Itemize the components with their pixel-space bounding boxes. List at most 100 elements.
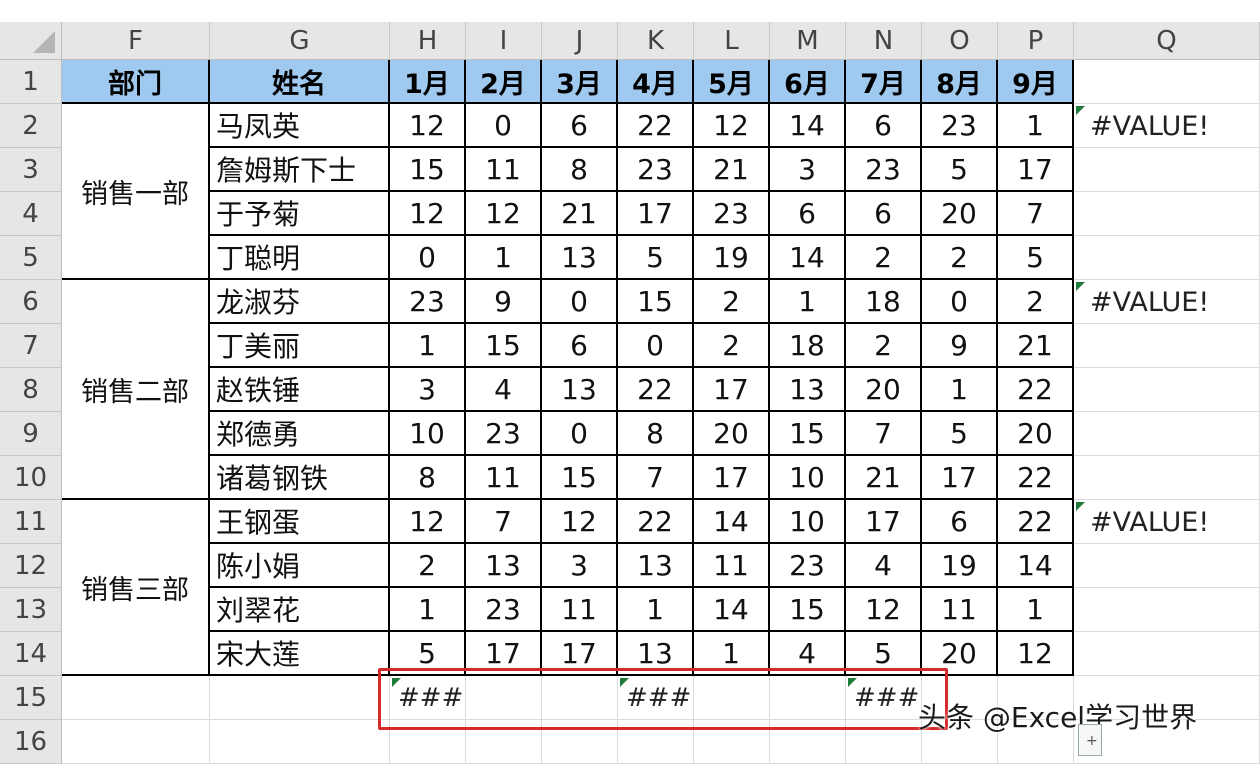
column-header-M[interactable]: M [770,22,846,60]
month-value-cell[interactable]: 14 [770,236,846,280]
row-header-5[interactable]: 5 [0,236,62,280]
row-header-3[interactable]: 3 [0,148,62,192]
error-value-cell[interactable]: #VALUE! [1090,110,1210,142]
month-value-cell[interactable]: 17 [466,632,542,676]
month-value-cell[interactable]: 11 [694,544,770,588]
table-header-cell[interactable]: 部门 [62,60,210,104]
row-header-15[interactable]: 15 [0,676,62,720]
month-value-cell[interactable]: 14 [998,544,1074,588]
grid-cell[interactable] [1074,588,1260,632]
month-value-cell[interactable]: 1 [390,588,466,632]
column-header-L[interactable]: L [694,22,770,60]
month-value-cell[interactable]: 5 [922,412,998,456]
month-value-cell[interactable]: 2 [846,236,922,280]
employee-name-cell[interactable]: 龙淑芬 [210,280,390,324]
row-header-6[interactable]: 6 [0,280,62,324]
table-header-cell[interactable]: 9月 [998,60,1074,104]
department-cell[interactable]: 销售三部 [62,500,210,676]
table-header-cell[interactable]: 7月 [846,60,922,104]
table-header-cell[interactable]: 4月 [618,60,694,104]
employee-name-cell[interactable]: 王钢蛋 [210,500,390,544]
month-value-cell[interactable]: 14 [694,588,770,632]
row-header-14[interactable]: 14 [0,632,62,676]
employee-name-cell[interactable]: 陈小娟 [210,544,390,588]
month-value-cell[interactable]: 0 [466,104,542,148]
month-value-cell[interactable]: 23 [846,148,922,192]
month-value-cell[interactable]: 20 [922,632,998,676]
month-value-cell[interactable]: 1 [694,632,770,676]
month-value-cell[interactable]: 7 [618,456,694,500]
month-value-cell[interactable]: 9 [466,280,542,324]
month-value-cell[interactable]: 17 [846,500,922,544]
grid-cell[interactable] [542,676,618,720]
month-value-cell[interactable]: 15 [390,148,466,192]
month-value-cell[interactable]: 0 [922,280,998,324]
month-value-cell[interactable]: 8 [618,412,694,456]
row-header-7[interactable]: 7 [0,324,62,368]
month-value-cell[interactable]: 8 [542,148,618,192]
employee-name-cell[interactable]: 丁美丽 [210,324,390,368]
column-header-O[interactable]: O [922,22,998,60]
column-header-N[interactable]: N [846,22,922,60]
month-value-cell[interactable]: 23 [390,280,466,324]
quick-analysis-icon[interactable] [1078,724,1102,756]
column-header-K[interactable]: K [618,22,694,60]
month-value-cell[interactable]: 4 [770,632,846,676]
row-header-11[interactable]: 11 [0,500,62,544]
row-header-9[interactable]: 9 [0,412,62,456]
error-value-cell[interactable]: #VALUE! [1090,286,1210,318]
table-header-cell[interactable]: 5月 [694,60,770,104]
month-value-cell[interactable]: 12 [390,192,466,236]
month-value-cell[interactable]: 6 [770,192,846,236]
table-header-cell[interactable]: 6月 [770,60,846,104]
month-value-cell[interactable]: 15 [770,412,846,456]
grid-cell[interactable] [1074,632,1260,676]
month-value-cell[interactable]: 3 [770,148,846,192]
table-header-cell[interactable]: 8月 [922,60,998,104]
grid-cell[interactable] [1074,544,1260,588]
grid-cell[interactable] [922,676,998,720]
column-header-H[interactable]: H [390,22,466,60]
employee-name-cell[interactable]: 郑德勇 [210,412,390,456]
row-header-13[interactable]: 13 [0,588,62,632]
month-value-cell[interactable]: 13 [618,632,694,676]
employee-name-cell[interactable]: 马凤英 [210,104,390,148]
month-value-cell[interactable]: 23 [694,192,770,236]
employee-name-cell[interactable]: 赵铁锤 [210,368,390,412]
month-value-cell[interactable]: 12 [390,104,466,148]
month-value-cell[interactable]: 5 [846,632,922,676]
month-value-cell[interactable]: 12 [542,500,618,544]
month-value-cell[interactable]: 22 [618,368,694,412]
employee-name-cell[interactable]: 詹姆斯下士 [210,148,390,192]
row-header-2[interactable]: 2 [0,104,62,148]
employee-name-cell[interactable]: 丁聪明 [210,236,390,280]
month-value-cell[interactable]: 1 [466,236,542,280]
month-value-cell[interactable]: 2 [922,236,998,280]
overflow-value-cell[interactable]: ### [854,683,920,713]
month-value-cell[interactable]: 5 [922,148,998,192]
month-value-cell[interactable]: 11 [542,588,618,632]
month-value-cell[interactable]: 3 [390,368,466,412]
employee-name-cell[interactable]: 宋大莲 [210,632,390,676]
month-value-cell[interactable]: 20 [998,412,1074,456]
grid-cell[interactable] [62,720,210,764]
month-value-cell[interactable]: 0 [542,280,618,324]
month-value-cell[interactable]: 20 [846,368,922,412]
month-value-cell[interactable]: 1 [998,588,1074,632]
select-all-corner[interactable] [0,22,62,60]
month-value-cell[interactable]: 23 [466,412,542,456]
month-value-cell[interactable]: 19 [922,544,998,588]
month-value-cell[interactable]: 21 [694,148,770,192]
employee-name-cell[interactable]: 刘翠花 [210,588,390,632]
column-header-G[interactable]: G [210,22,390,60]
month-value-cell[interactable]: 7 [846,412,922,456]
department-cell[interactable]: 销售一部 [62,104,210,280]
grid-cell[interactable] [1074,60,1260,104]
month-value-cell[interactable]: 21 [846,456,922,500]
month-value-cell[interactable]: 9 [922,324,998,368]
column-header-Q[interactable]: Q [1074,22,1260,60]
grid-cell[interactable] [1074,324,1260,368]
month-value-cell[interactable]: 2 [846,324,922,368]
employee-name-cell[interactable]: 于予菊 [210,192,390,236]
month-value-cell[interactable]: 1 [770,280,846,324]
